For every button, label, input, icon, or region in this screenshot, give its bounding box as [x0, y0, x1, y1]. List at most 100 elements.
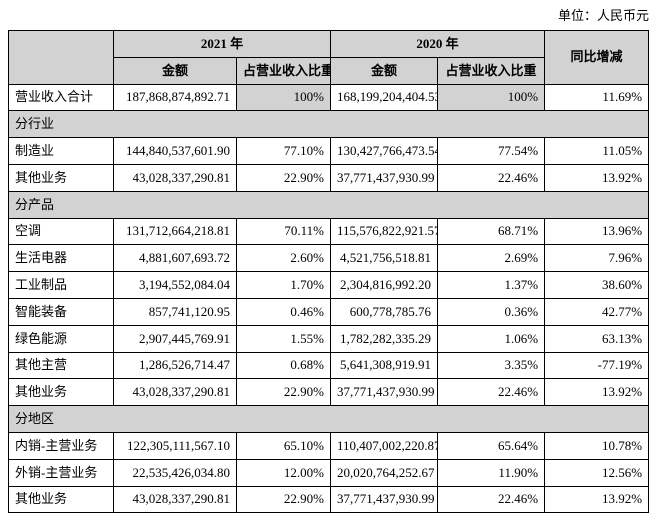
- header-row-years: 2021 年 2020 年 同比增减: [8, 30, 650, 85]
- amount-2020: 5,641,308,919.91: [330, 351, 439, 380]
- ratio-2020: 22.46%: [437, 485, 546, 514]
- table-row-total: 营业收入合计 187,868,874,892.71 100% 168,199,2…: [8, 83, 650, 112]
- amount-2020: 115,576,822,921.57: [330, 217, 439, 246]
- yoy-change: 13.92%: [544, 378, 650, 407]
- ratio-2020: 100%: [437, 83, 546, 112]
- section-row-region: 分地区: [7, 405, 650, 433]
- row-label: 其他业务: [8, 485, 114, 514]
- amount-2020: 168,199,204,404.53: [330, 83, 439, 112]
- ratio-2020: 22.46%: [437, 378, 546, 407]
- amount-2021: 131,712,664,218.81: [113, 217, 237, 246]
- amount-2020: 37,771,437,930.99: [330, 485, 439, 514]
- row-label: 其他业务: [8, 163, 114, 192]
- ratio-2020: 1.06%: [437, 324, 546, 353]
- amount-2021: 43,028,337,290.81: [113, 378, 237, 407]
- yoy-change: 13.92%: [544, 163, 650, 192]
- row-label: 制造业: [8, 137, 114, 165]
- header-empty-corner: [8, 30, 114, 85]
- section-header: 分产品: [7, 190, 650, 219]
- yoy-change: -77.19%: [544, 351, 650, 380]
- section-header: 分行业: [7, 110, 650, 139]
- revenue-breakdown-table: 2021 年 2020 年 同比增减 金额 占营业收入比重 金额 占营业收入比重…: [7, 30, 650, 514]
- ratio-2021: 22.90%: [235, 485, 332, 514]
- row-label: 营业收入合计: [8, 83, 114, 112]
- header-row-metrics: 金额 占营业收入比重 金额 占营业收入比重: [9, 56, 649, 85]
- amount-2021: 187,868,874,892.71: [113, 83, 237, 112]
- ratio-2021: 22.90%: [235, 163, 332, 192]
- table-row: 其他业务 43,028,337,290.81 22.90% 37,771,437…: [8, 485, 650, 514]
- row-label: 生活电器: [8, 244, 114, 273]
- amount-2021: 3,194,552,084.04: [113, 271, 237, 299]
- table-row: 内销-主营业务 122,305,111,567.10 65.10% 110,40…: [8, 431, 650, 460]
- section-header: 分地区: [7, 405, 650, 433]
- ratio-2020: 22.46%: [437, 163, 546, 192]
- amount-2021: 2,907,445,769.91: [113, 324, 237, 353]
- row-label: 其他主营: [8, 351, 114, 380]
- table-row: 空调 131,712,664,218.81 70.11% 115,576,822…: [8, 217, 650, 246]
- ratio-2021: 1.70%: [235, 271, 332, 299]
- table-row: 生活电器 4,881,607,693.72 2.60% 4,521,756,51…: [8, 244, 650, 273]
- row-label: 绿色能源: [8, 324, 114, 353]
- ratio-2020: 11.90%: [437, 458, 546, 487]
- amount-2020: 37,771,437,930.99: [330, 163, 439, 192]
- ratio-2021: 2.60%: [235, 244, 332, 273]
- row-label: 智能装备: [8, 297, 114, 326]
- row-label: 内销-主营业务: [8, 431, 114, 460]
- yoy-change: 63.13%: [544, 324, 650, 353]
- amount-2021: 1,286,526,714.47: [113, 351, 237, 380]
- amount-2020: 4,521,756,518.81: [330, 244, 439, 273]
- table-row: 外销-主营业务 22,535,426,034.80 12.00% 20,020,…: [8, 458, 650, 487]
- ratio-2021: 0.46%: [235, 297, 332, 326]
- section-row-product: 分产品: [7, 190, 650, 219]
- ratio-2020: 2.69%: [437, 244, 546, 273]
- ratio-2021: 77.10%: [235, 137, 332, 165]
- table-row: 绿色能源 2,907,445,769.91 1.55% 1,782,282,33…: [8, 324, 650, 353]
- row-label: 工业制品: [8, 271, 114, 299]
- amount-2021: 43,028,337,290.81: [113, 163, 237, 192]
- ratio-2021: 1.55%: [235, 324, 332, 353]
- yoy-change: 42.77%: [544, 297, 650, 326]
- ratio-2020: 68.71%: [437, 217, 546, 246]
- row-label: 外销-主营业务: [8, 458, 114, 487]
- table-row: 其他业务 43,028,337,290.81 22.90% 37,771,437…: [8, 378, 650, 407]
- amount-2021: 22,535,426,034.80: [113, 458, 237, 487]
- yoy-change: 13.96%: [544, 217, 650, 246]
- amount-2021: 144,840,537,601.90: [113, 137, 237, 165]
- header-yoy-change: 同比增减: [544, 30, 650, 85]
- ratio-2021: 100%: [235, 83, 332, 112]
- ratio-2021: 65.10%: [235, 431, 332, 460]
- table-row: 工业制品 3,194,552,084.04 1.70% 2,304,816,99…: [8, 271, 650, 299]
- table-row: 智能装备 857,741,120.95 0.46% 600,778,785.76…: [8, 297, 650, 326]
- yoy-change: 12.56%: [544, 458, 650, 487]
- amount-2021: 122,305,111,567.10: [113, 431, 237, 460]
- amount-2020: 2,304,816,992.20: [330, 271, 439, 299]
- table-row: 其他业务 43,028,337,290.81 22.90% 37,771,437…: [8, 163, 650, 192]
- amount-2021: 4,881,607,693.72: [113, 244, 237, 273]
- ratio-2021: 70.11%: [235, 217, 332, 246]
- table-row: 制造业 144,840,537,601.90 77.10% 130,427,76…: [8, 137, 650, 165]
- yoy-change: 13.92%: [544, 485, 650, 514]
- ratio-2020: 1.37%: [437, 271, 546, 299]
- header-ratio-2020: 占营业收入比重: [437, 56, 546, 85]
- amount-2021: 43,028,337,290.81: [113, 485, 237, 514]
- amount-2020: 37,771,437,930.99: [330, 378, 439, 407]
- yoy-change: 11.05%: [544, 137, 650, 165]
- amount-2020: 1,782,282,335.29: [330, 324, 439, 353]
- ratio-2021: 22.90%: [235, 378, 332, 407]
- ratio-2020: 3.35%: [437, 351, 546, 380]
- amount-2020: 600,778,785.76: [330, 297, 439, 326]
- ratio-2021: 12.00%: [235, 458, 332, 487]
- amount-2020: 20,020,764,252.67: [330, 458, 439, 487]
- yoy-change: 10.78%: [544, 431, 650, 460]
- amount-2020: 130,427,766,473.54: [330, 137, 439, 165]
- header-amount-2021: 金额: [113, 56, 237, 85]
- ratio-2020: 77.54%: [437, 137, 546, 165]
- row-label: 空调: [8, 217, 114, 246]
- header-year-2021: 2021 年: [112, 30, 332, 58]
- header-amount-2020: 金额: [330, 56, 439, 85]
- amount-2020: 110,407,002,220.87: [330, 431, 439, 460]
- ratio-2020: 65.64%: [437, 431, 546, 460]
- table-row: 其他主营 1,286,526,714.47 0.68% 5,641,308,91…: [8, 351, 650, 380]
- yoy-change: 11.69%: [544, 83, 650, 112]
- section-row-industry: 分行业: [7, 110, 650, 139]
